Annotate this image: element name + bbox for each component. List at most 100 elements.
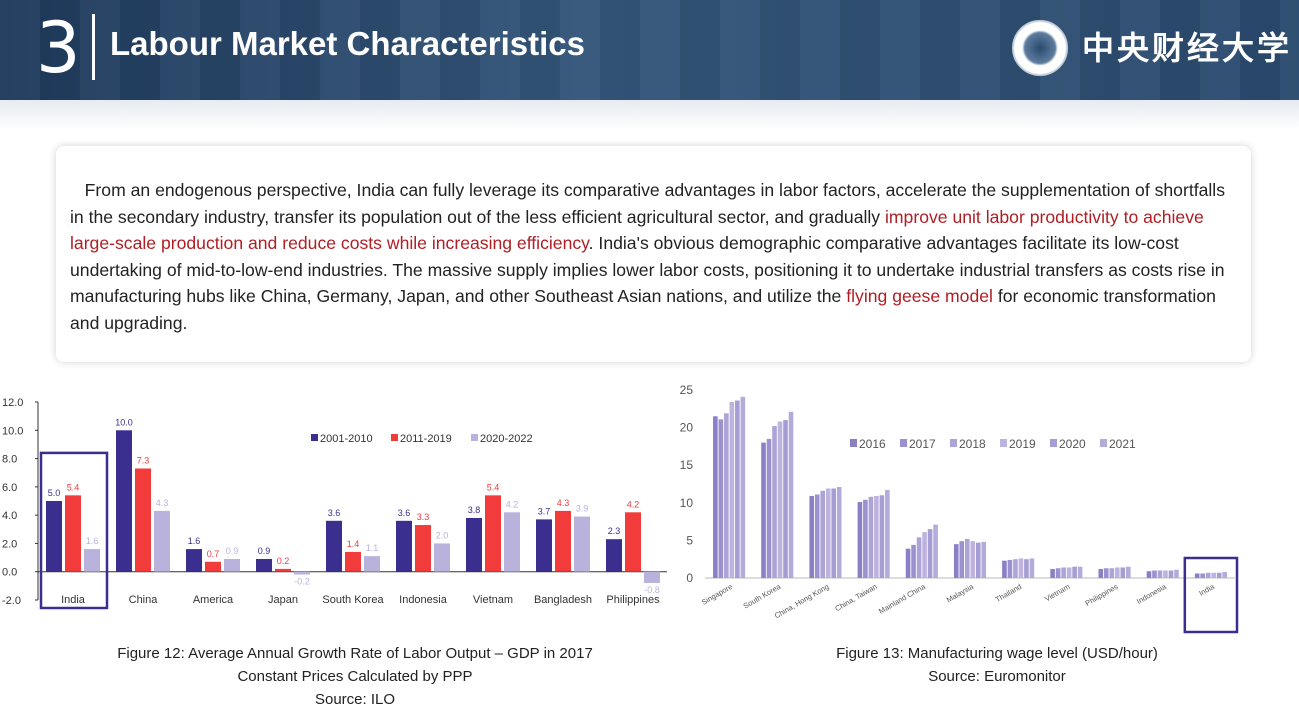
bar — [1200, 573, 1205, 578]
figure-12-caption-line: Constant Prices Calculated by PPP — [237, 668, 473, 685]
bar — [1061, 567, 1066, 578]
bar — [1146, 571, 1152, 578]
legend-label: 2020-2022 — [480, 433, 533, 445]
figure-13-caption: Figure 13: Manufacturing wage level (USD… — [760, 642, 1234, 688]
data-label: 0.2 — [277, 556, 290, 566]
bar — [275, 568, 291, 572]
bar — [911, 544, 916, 578]
bar — [809, 496, 815, 578]
bar — [740, 396, 746, 578]
legend-label: 2020 — [1059, 437, 1086, 451]
bar — [724, 413, 729, 578]
data-label: 5.4 — [67, 482, 80, 492]
data-label: 10.0 — [115, 417, 133, 427]
data-label: 3.3 — [417, 512, 430, 522]
bar — [434, 543, 450, 572]
bar — [1018, 558, 1024, 578]
bar — [916, 537, 922, 578]
legend-label: 2017 — [909, 437, 936, 451]
bar — [783, 420, 788, 578]
bar — [1163, 570, 1168, 578]
y-tick-label: 8.0 — [2, 454, 17, 466]
data-label: 1.6 — [86, 536, 99, 546]
bar — [1120, 567, 1126, 578]
highlight-box — [1183, 556, 1239, 634]
bar — [536, 519, 552, 572]
bar — [1050, 568, 1055, 578]
bar — [1098, 568, 1104, 578]
intro-card: From an endogenous perspective, India ca… — [56, 146, 1251, 362]
data-label: 4.2 — [627, 499, 640, 509]
bar — [1109, 568, 1115, 578]
seal-emblem — [1022, 30, 1058, 66]
bar — [1157, 570, 1163, 578]
bar — [1024, 559, 1029, 578]
bar — [1114, 567, 1120, 578]
data-label: 3.6 — [328, 508, 341, 518]
bar — [294, 571, 310, 575]
data-label: 1.6 — [188, 536, 201, 546]
bar — [933, 524, 938, 578]
data-label: 0.7 — [207, 549, 220, 559]
page-title: Labour Market Characteristics — [110, 25, 586, 62]
data-label: -0.2 — [294, 577, 310, 587]
x-tick-label: South Korea — [322, 594, 384, 606]
figure-13-source: Source: Euromonitor — [928, 668, 1066, 685]
legend-swatch — [1100, 439, 1107, 447]
bar — [772, 426, 777, 578]
legend-swatch — [1000, 439, 1007, 447]
intro-text-3: for economic transformation and upgradin… — [70, 286, 1216, 333]
figure-12-caption: Figure 12: Average Annual Growth Rate of… — [60, 642, 650, 711]
bar — [1055, 568, 1061, 578]
y-tick-label: 20 — [680, 421, 694, 435]
bar — [1077, 566, 1083, 578]
bar — [735, 400, 740, 578]
bar — [836, 487, 842, 578]
bar — [857, 502, 863, 578]
bar — [777, 421, 783, 578]
bar — [927, 529, 933, 578]
bar — [761, 442, 766, 578]
x-tick-label: Japan — [268, 594, 298, 606]
y-tick-label: 5 — [686, 533, 693, 547]
bar — [574, 516, 590, 572]
data-label: 3.7 — [538, 506, 551, 516]
university-name: 中央财经大学 — [1082, 29, 1293, 67]
y-tick-label: 0.0 — [2, 567, 17, 579]
bar — [84, 549, 100, 572]
bar — [326, 520, 342, 572]
bar — [466, 517, 482, 572]
figure-12-caption-line: Figure 12: Average Annual Growth Rate of… — [117, 645, 593, 662]
legend-label: 2019 — [1009, 437, 1036, 451]
bar — [205, 561, 221, 572]
data-label: 5.0 — [48, 488, 61, 498]
bar — [766, 438, 772, 578]
bar — [1002, 560, 1007, 578]
bar — [874, 496, 879, 578]
bar — [555, 510, 571, 572]
intro-text-2: . India's obvious demographic comparativ… — [70, 233, 1225, 307]
data-label: 4.2 — [506, 499, 519, 509]
bar — [885, 490, 890, 578]
section-number: 3 — [36, 7, 81, 89]
data-label: 7.3 — [137, 455, 150, 465]
y-tick-label: 2.0 — [2, 538, 17, 550]
y-tick-label: 15 — [680, 458, 694, 472]
bar — [975, 542, 981, 578]
y-tick-label: 10 — [680, 496, 694, 510]
bar — [814, 494, 820, 578]
data-label: 1.4 — [347, 539, 360, 549]
x-tick-label: America — [193, 594, 234, 606]
bar — [345, 551, 361, 572]
intro-highlight-2: flying geese model — [846, 286, 993, 307]
bar — [1072, 566, 1077, 578]
bar — [713, 416, 718, 578]
bar — [905, 548, 911, 578]
labor-output-growth-chart: 12.0 10.0 8.0 6.0 4.0 2.0 0.0 -2.0 5.0 5.4 1.6 Indi… — [0, 384, 668, 616]
legend-label: 2001-2010 — [320, 433, 373, 445]
bar — [224, 558, 240, 572]
bar — [970, 541, 976, 578]
x-tick-label: Vietnam — [473, 594, 513, 606]
legend-label: 2018 — [959, 437, 986, 451]
bar — [868, 496, 874, 578]
